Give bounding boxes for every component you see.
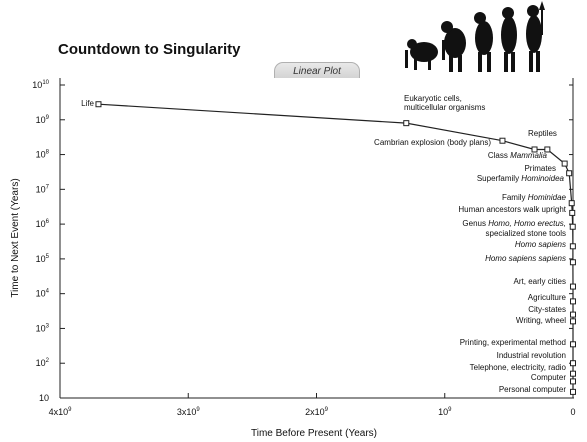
data-point-marker — [569, 311, 576, 318]
data-point-marker — [531, 146, 538, 153]
data-point-marker — [570, 378, 576, 385]
data-point-marker — [569, 298, 576, 305]
event-label: City-states — [528, 305, 566, 314]
x-axis-label: Time Before Present (Years) — [251, 428, 377, 439]
event-label: Life — [81, 99, 94, 108]
ape-figure-2 — [441, 21, 466, 72]
y-tick-label: 107 — [36, 184, 50, 194]
y-tick-label: 109 — [36, 115, 50, 125]
x-tick-label: 0 — [570, 407, 575, 417]
event-label: Genus Homo, Homo erectus, — [462, 219, 566, 228]
event-label: Primates — [524, 164, 556, 173]
evolution-illustration — [405, 1, 545, 72]
data-point-marker — [566, 170, 573, 177]
event-label: Family Hominidae — [502, 193, 567, 202]
ape-figure-1 — [405, 39, 438, 70]
y-tick-label: 104 — [36, 289, 50, 299]
y-tick-label: 1010 — [32, 80, 49, 90]
event-label: specialized stone tools — [486, 229, 567, 238]
event-label: Personal computer — [499, 385, 566, 394]
event-label: Writing, wheel — [516, 316, 566, 325]
event-label: Homo sapiens — [515, 240, 566, 249]
data-point-marker — [569, 223, 576, 230]
chart-title: Countdown to Singularity — [58, 41, 241, 58]
event-label: Industrial revolution — [497, 351, 566, 360]
data-points — [95, 101, 576, 395]
data-point-marker — [561, 160, 568, 167]
event-label: Superfamily Hominoidea — [477, 174, 565, 183]
data-point-marker — [569, 341, 576, 348]
event-label: Computer — [531, 373, 566, 382]
modern-human-with-torch-figure — [526, 1, 545, 72]
y-tick-label: 108 — [36, 150, 50, 160]
data-point-marker — [403, 120, 410, 127]
plot-area — [59, 78, 574, 399]
event-label: Eukaryotic cells, — [404, 94, 462, 103]
x-tick-label: 109 — [438, 407, 452, 417]
data-point-marker — [544, 146, 551, 153]
data-point-marker — [569, 283, 576, 290]
event-label: multicellular organisms — [404, 103, 485, 112]
event-labels: Life Eukaryotic cells,multicellular organ… — [81, 94, 567, 394]
data-point-marker — [95, 101, 102, 108]
y-tick-label: 10 — [39, 393, 49, 403]
data-point-marker — [569, 259, 576, 266]
event-label: Art, early cities — [514, 277, 566, 286]
y-tick-label: 103 — [36, 323, 50, 333]
data-point-marker — [499, 137, 506, 144]
event-label: Reptiles — [528, 129, 557, 138]
data-point-marker — [569, 360, 576, 367]
data-point-marker — [569, 318, 576, 325]
data-point-marker — [569, 209, 576, 216]
event-label: Telephone, electricity, radio — [470, 363, 567, 372]
y-tick-label: 106 — [36, 219, 50, 229]
x-tick-label: 2x109 — [305, 407, 329, 417]
event-label: Human ancestors walk upright — [458, 205, 566, 214]
data-point-marker — [570, 370, 576, 377]
y-tick-label: 105 — [36, 254, 50, 264]
event-label: Class Mammalia — [488, 151, 548, 160]
event-label: Homo sapiens sapiens — [485, 254, 566, 263]
event-label: Printing, experimental method — [460, 338, 566, 347]
data-point-marker — [568, 200, 575, 207]
x-tick-label: 3x109 — [177, 407, 201, 417]
y-axis: 1010 109 108 107 106 105 104 103 102 10 — [32, 80, 573, 403]
event-label: Agriculture — [528, 293, 567, 302]
hominid-figure — [474, 12, 493, 72]
early-human-figure — [501, 7, 517, 72]
x-tick-label: 4x109 — [49, 407, 73, 417]
y-axis-label: Time to Next Event (Years) — [10, 178, 21, 297]
data-point-marker — [570, 388, 576, 395]
event-label: Cambrian explosion (body plans) — [374, 138, 491, 147]
data-point-marker — [569, 243, 576, 250]
linear-plot-tab[interactable]: Linear Plot — [274, 62, 360, 81]
y-tick-label: 102 — [36, 358, 50, 368]
